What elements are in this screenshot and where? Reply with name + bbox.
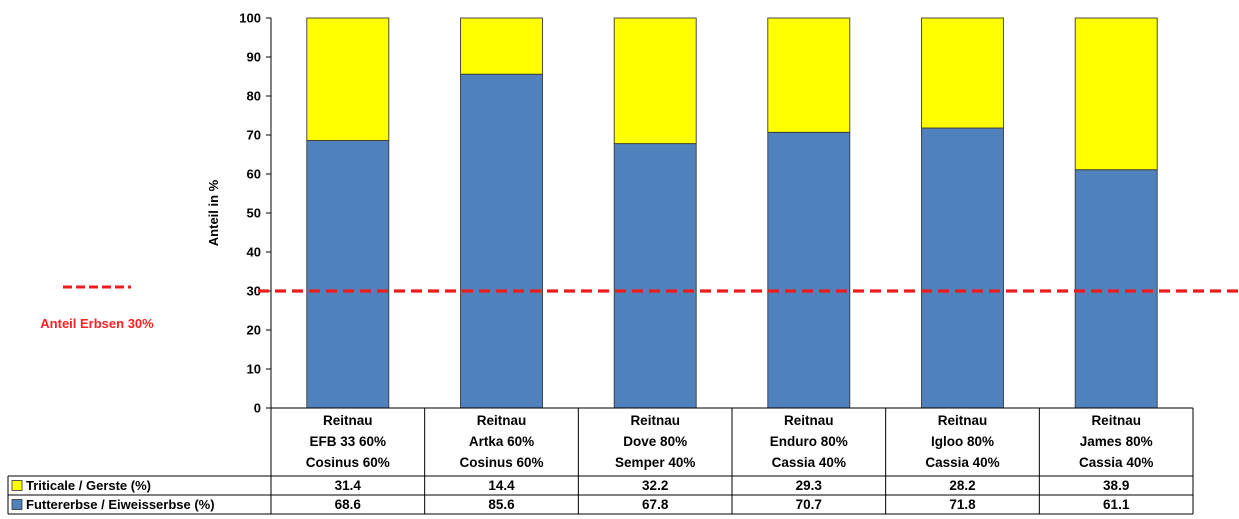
legend-swatch xyxy=(11,499,23,510)
bar-segment-s0-c5 xyxy=(1074,169,1158,409)
data-table-value: 14.4 xyxy=(488,478,515,493)
y-tick-label: 0 xyxy=(254,401,261,416)
bar-segment-s0-c1 xyxy=(460,73,543,409)
data-table-value: 70.7 xyxy=(796,497,822,512)
legend-label: Futtererbse / Eiweisserbse (%) xyxy=(26,497,215,512)
category-label: Enduro 80% xyxy=(770,434,848,449)
data-table-value: 28.2 xyxy=(949,478,975,493)
category-label: Semper 40% xyxy=(615,455,695,470)
reference-line-layer: Anteil Erbsen 30% xyxy=(40,285,1239,331)
y-tick-label: 30 xyxy=(247,284,261,299)
data-table-value: 29.3 xyxy=(796,478,823,493)
category-label: Reitnau xyxy=(1091,413,1141,428)
y-tick-label: 20 xyxy=(247,323,261,338)
category-label: Reitnau xyxy=(630,413,680,428)
bars-layer xyxy=(306,17,1158,409)
data-table-value: 38.9 xyxy=(1103,478,1129,493)
data-table-value: 32.2 xyxy=(642,478,668,493)
bar-segment-s1-c5 xyxy=(1074,17,1158,171)
category-label: Cassia 40% xyxy=(772,455,846,470)
category-label: Igloo 80% xyxy=(931,434,994,449)
bar-segment-s1-c0 xyxy=(306,17,390,141)
data-table-value: 31.4 xyxy=(335,478,362,493)
reference-line-label: Anteil Erbsen 30% xyxy=(40,316,154,331)
y-tick-label: 100 xyxy=(239,11,261,26)
y-axis-title: Anteil in % xyxy=(206,179,221,246)
bar-segment-s0-c2 xyxy=(613,143,697,409)
data-table-value: 61.1 xyxy=(1103,497,1130,512)
bar-segment-s1-c4 xyxy=(921,17,1004,129)
category-label: EFB 33 60% xyxy=(310,434,387,449)
y-tick-label: 40 xyxy=(247,245,261,260)
y-tick-label: 70 xyxy=(247,128,261,143)
category-label: Cassia 40% xyxy=(925,455,999,470)
data-table: Triticale / Gerste (%) 31.4 14.4 32.2 29.3 28… xyxy=(7,408,1194,515)
data-table-value: 71.8 xyxy=(949,497,976,512)
legend-swatch xyxy=(11,480,23,491)
category-label: Reitnau xyxy=(784,413,834,428)
category-label: Dove 80% xyxy=(623,434,687,449)
bar-segment-s1-c1 xyxy=(460,17,543,75)
bar-segment-s0-c4 xyxy=(921,127,1004,409)
legend-label: Triticale / Gerste (%) xyxy=(26,478,151,493)
data-table-value: 68.6 xyxy=(335,497,362,512)
y-tick-label: 50 xyxy=(247,206,261,221)
category-label: James 80% xyxy=(1080,434,1153,449)
y-tick-label: 80 xyxy=(247,89,261,104)
y-tick-label: 10 xyxy=(247,362,261,377)
data-table-value: 85.6 xyxy=(488,497,515,512)
category-label: Artka 60% xyxy=(469,434,534,449)
category-label: Reitnau xyxy=(477,413,527,428)
category-label: Reitnau xyxy=(938,413,988,428)
bar-segment-s0-c0 xyxy=(306,140,390,409)
y-tick-label: 90 xyxy=(247,50,261,65)
category-label: Cosinus 60% xyxy=(459,455,543,470)
bar-segment-s1-c3 xyxy=(767,17,851,133)
data-table-value: 67.8 xyxy=(642,497,669,512)
category-label: Reitnau xyxy=(323,413,373,428)
bar-segment-s1-c2 xyxy=(613,17,697,145)
category-label: Cosinus 60% xyxy=(306,455,390,470)
bar-segment-s0-c3 xyxy=(767,131,851,409)
category-labels: Reitnau EFB 33 60% Cosinus 60% Reitnau Artka… xyxy=(306,413,1154,470)
y-tick-label: 60 xyxy=(247,167,261,182)
category-label: Cassia 40% xyxy=(1079,455,1153,470)
